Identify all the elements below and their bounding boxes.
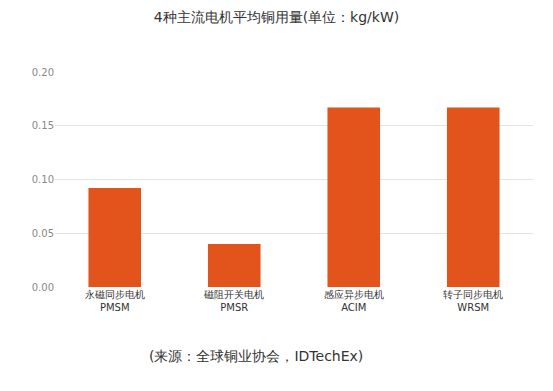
svg-text:0.15: 0.15 <box>32 120 54 131</box>
svg-text:4种主流电机平均铜用量(单位：kg/kW): 4种主流电机平均铜用量(单位：kg/kW) <box>154 9 400 25</box>
svg-text:0.05: 0.05 <box>32 228 54 239</box>
svg-text:转子同步电机WRSM: 转子同步电机WRSM <box>443 289 503 313</box>
svg-text:永磁同步电机PMSM: 永磁同步电机PMSM <box>85 289 145 313</box>
svg-text:0.10: 0.10 <box>32 174 54 185</box>
svg-text:(来源：全球铜业协会，IDTechEx): (来源：全球铜业协会，IDTechEx) <box>149 348 363 364</box>
svg-text:感应异步电机ACIM: 感应异步电机ACIM <box>324 289 384 313</box>
svg-text:磁阻开关电机PMSR: 磁阻开关电机PMSR <box>203 289 264 313</box>
svg-text:0.20: 0.20 <box>32 67 54 78</box>
svg-text:0.00: 0.00 <box>32 282 54 293</box>
